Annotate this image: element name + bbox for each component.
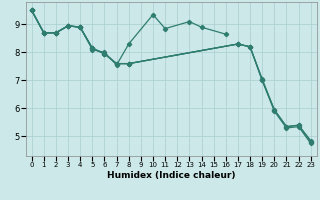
X-axis label: Humidex (Indice chaleur): Humidex (Indice chaleur) (107, 171, 236, 180)
